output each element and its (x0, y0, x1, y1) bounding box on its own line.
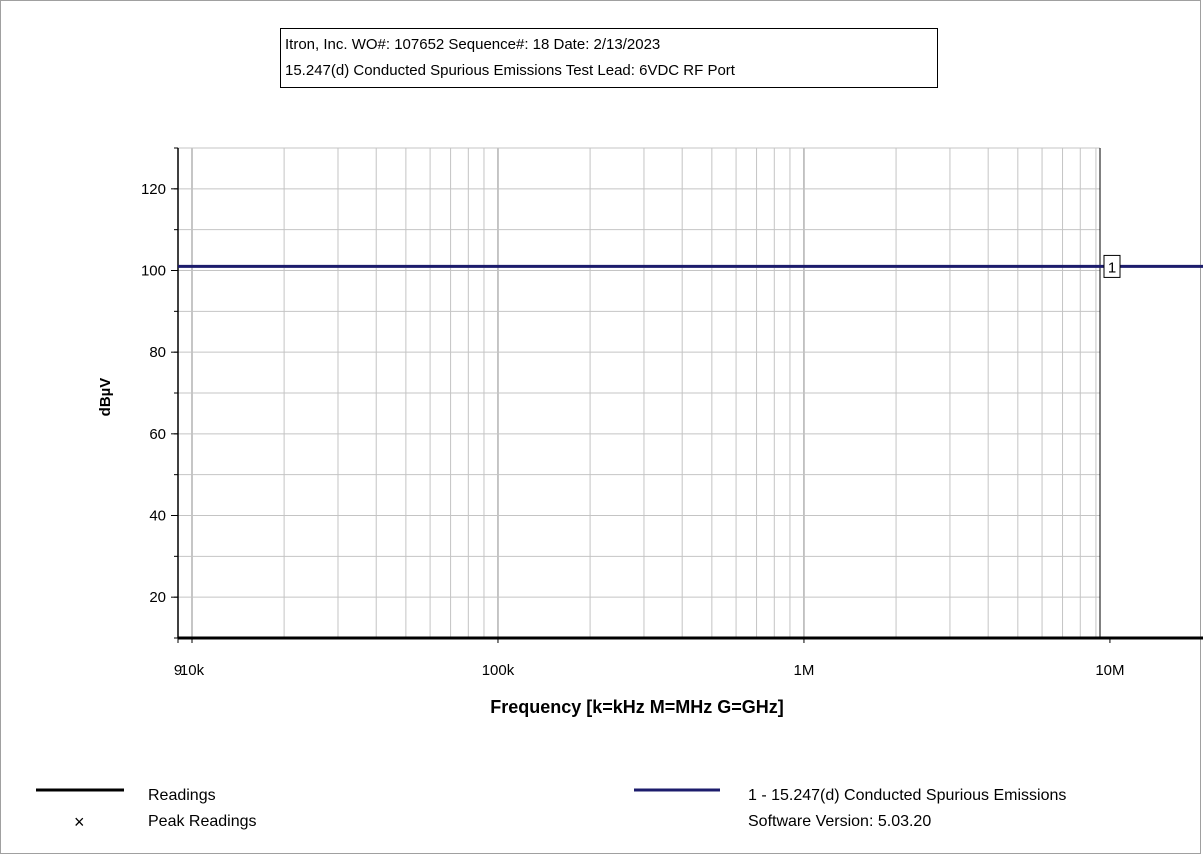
y-tick-label: 20 (149, 589, 166, 606)
x-tick-label: 10M (1095, 662, 1124, 679)
x-tick-label: 10k (180, 662, 205, 679)
y-tick-label: 100 (141, 263, 166, 280)
legend-readings-label: Readings (148, 787, 216, 804)
readings-series (178, 636, 1203, 640)
y-tick-label: 120 (141, 181, 166, 198)
title-line-2: 15.247(d) Conducted Spurious Emissions T… (285, 62, 735, 79)
legend-peak-symbol: × (74, 812, 85, 832)
x-tick-label: 100k (482, 662, 515, 679)
limit-line-series (178, 264, 1203, 268)
tick-labels: 20406080100120910k100k1M10M100M1G9.28G (141, 181, 1125, 679)
y-tick-label: 80 (149, 344, 166, 361)
legend-readings-line (36, 788, 124, 792)
software-version: Software Version: 5.03.20 (748, 813, 932, 830)
x-tick-label: 9 (174, 662, 182, 679)
chart-title-box: Itron, Inc. WO#: 107652 Sequence#: 18 Da… (280, 28, 938, 88)
limit-marker-box (1103, 254, 1121, 278)
y-tick-label: 40 (149, 508, 166, 525)
axes (171, 147, 1111, 643)
limit-marker-label: 1 (1108, 259, 1116, 276)
y-axis-label: dBµV (97, 378, 114, 417)
plot-svg: 1 20406080100120910k100k1M10M100M1G9.28G… (97, 147, 1203, 717)
legend-limit-line (634, 788, 720, 792)
x-tick-label: 1M (794, 662, 815, 679)
title-line-1: Itron, Inc. WO#: 107652 Sequence#: 18 Da… (285, 36, 661, 53)
legend-peak-readings-label: Peak Readings (148, 813, 257, 830)
x-axis-label: Frequency [k=kHz M=MHz G=GHz] (490, 697, 784, 717)
legend-limit-label: 1 - 15.247(d) Conducted Spurious Emissio… (748, 787, 1067, 804)
grid-lines (177, 147, 1100, 639)
series-layer: 1 (178, 254, 1203, 640)
y-tick-label: 60 (149, 426, 166, 443)
